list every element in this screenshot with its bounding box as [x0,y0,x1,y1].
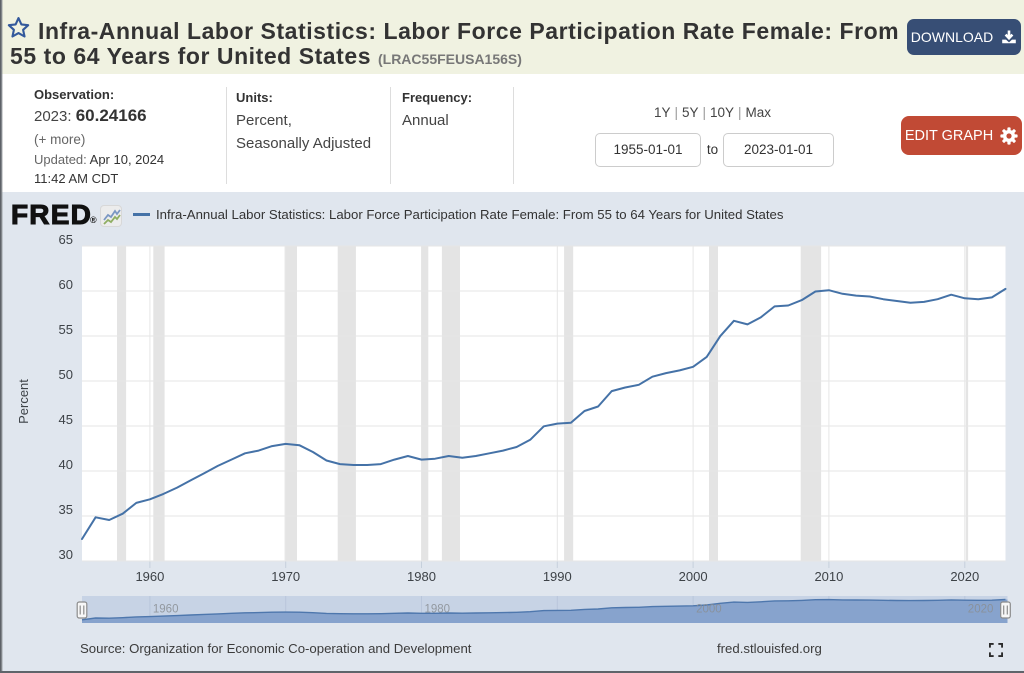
svg-text:45: 45 [59,412,73,427]
svg-text:50: 50 [59,367,73,382]
svg-text:Percent: Percent [16,379,31,424]
svg-text:1980: 1980 [407,569,436,584]
svg-text:2020: 2020 [950,569,979,584]
svg-text:1960: 1960 [135,569,164,584]
svg-text:30: 30 [59,547,73,562]
svg-text:1960: 1960 [153,604,179,616]
svg-text:65: 65 [59,232,73,247]
svg-text:1970: 1970 [271,569,300,584]
svg-text:1980: 1980 [425,604,451,616]
svg-text:2000: 2000 [679,569,708,584]
svg-text:2020: 2020 [968,604,994,616]
svg-text:40: 40 [59,457,73,472]
svg-text:2000: 2000 [696,604,722,616]
svg-text:1990: 1990 [543,569,572,584]
svg-text:2010: 2010 [814,569,843,584]
svg-text:35: 35 [59,502,73,517]
svg-text:60: 60 [59,277,73,292]
svg-text:55: 55 [59,322,73,337]
